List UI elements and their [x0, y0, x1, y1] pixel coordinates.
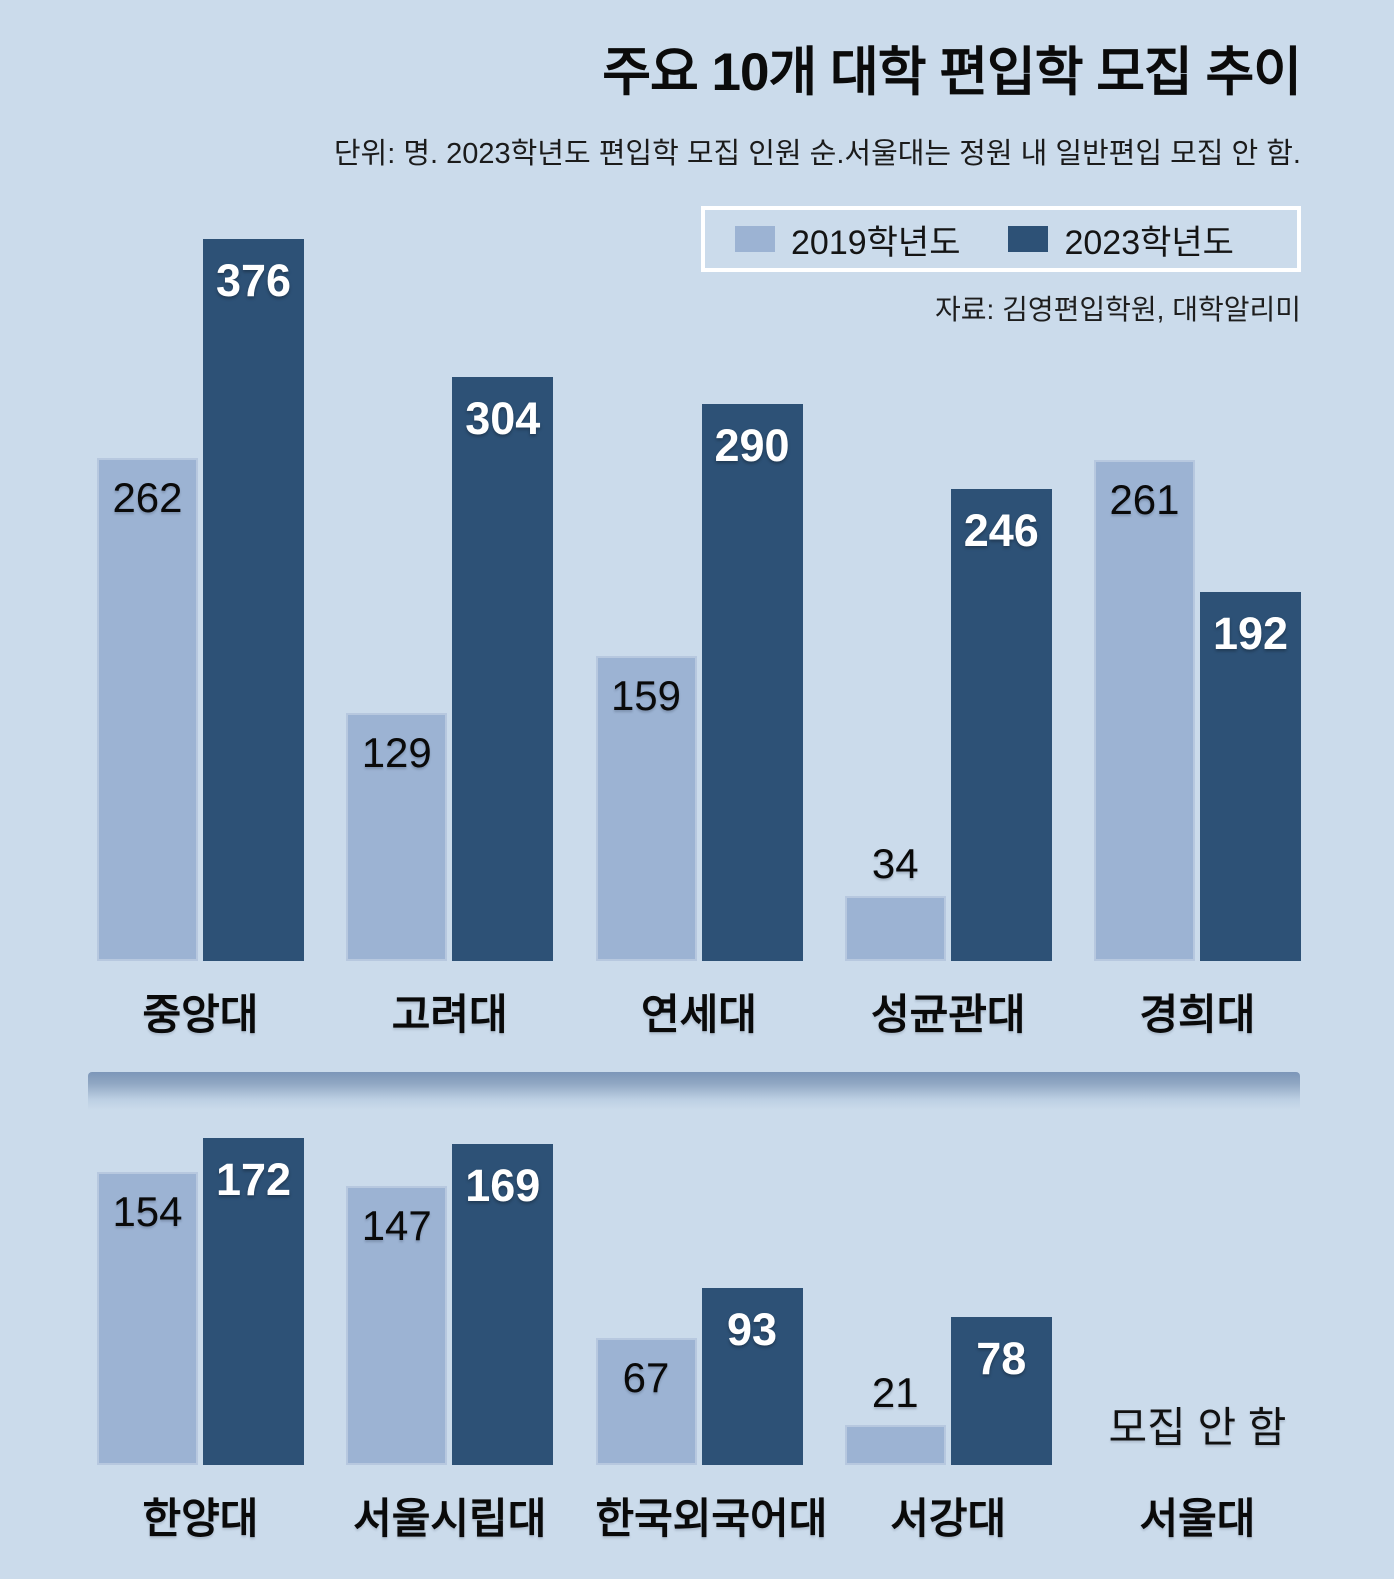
category-label: 고려대 — [391, 991, 508, 1038]
page-title: 주요 10개 대학 편입학 모집 추이 — [602, 43, 1302, 102]
header: 주요 10개 대학 편입학 모집 추이 단위: 명. 2023학년도 편입학 모… — [93, 43, 1302, 172]
bar-group: 262 376 중앙대 — [97, 239, 304, 1042]
category-label: 한양대 — [142, 1495, 259, 1542]
source-credit: 자료: 김영편입학원, 대학알리미 — [935, 294, 1301, 325]
bar-2023: 192 — [1200, 592, 1301, 961]
bar-value-label-2019: 34 — [871, 840, 919, 887]
bar-group: 67 93 한국외국어대 — [595, 1135, 828, 1546]
category-label: 중앙대 — [142, 991, 259, 1038]
bar-value-label-2019: 154 — [112, 1188, 183, 1235]
bar-2023: 93 — [701, 1288, 803, 1465]
legend-swatch-2019 — [735, 226, 775, 252]
bar-pair: 159 290 — [595, 239, 803, 961]
category-label: 서울시립대 — [353, 1495, 547, 1542]
bar-pair: 34 246 — [844, 239, 1052, 961]
bar-pair: 모집 안 함 — [1094, 1135, 1301, 1465]
bar-2019: 129 — [346, 713, 448, 961]
bar-2019: 159 — [595, 656, 697, 961]
bar-group: 154 172 한양대 — [97, 1135, 304, 1546]
bar-2023: 78 — [950, 1317, 1052, 1465]
category-label: 성균관대 — [870, 991, 1026, 1038]
bar-value-label-2019: 159 — [610, 672, 682, 719]
bar-value-label-2019: 261 — [1109, 476, 1180, 523]
bar-value-label-2023: 93 — [726, 1304, 778, 1355]
bar-value-label-2023: 78 — [976, 1333, 1027, 1384]
bar-pair: 154 172 — [97, 1135, 304, 1465]
category-label: 서강대 — [890, 1495, 1007, 1542]
category-label: 경희대 — [1139, 991, 1256, 1038]
bar-value-label-2019: 129 — [361, 729, 432, 776]
chart-subtitle: 단위: 명. 2023학년도 편입학 모집 인원 순.서울대는 정원 내 일반편… — [333, 138, 1301, 171]
bar-value-label-2019: 21 — [871, 1369, 919, 1416]
legend-item-2019: 2019학년도 — [735, 215, 960, 264]
legend-label-2023: 2023학년도 — [1064, 223, 1234, 262]
bar-value-label-2019: 67 — [622, 1354, 670, 1401]
chart-row-top: 262 376 중앙대 129 304 고려대 159 290 연세대 34 246 성균관대 261 1… — [97, 239, 1301, 1042]
bar-2023: 169 — [452, 1144, 554, 1465]
bar-2023: 172 — [203, 1138, 304, 1465]
bar-2023: 376 — [203, 239, 304, 961]
bar-2023: 290 — [701, 404, 803, 961]
bar-value-label-2023: 172 — [215, 1154, 292, 1205]
bar-value-label-2023: 290 — [714, 420, 790, 471]
bar-group: 261 192 경희대 — [1094, 239, 1301, 1042]
bar-value-label-2023: 169 — [465, 1160, 541, 1211]
category-label: 연세대 — [641, 991, 757, 1038]
chart-row-bottom: 154 172 한양대 147 169 서울시립대 67 93 한국외국어대 21 78 서강대 모집 … — [97, 1135, 1301, 1546]
bar-pair: 262 376 — [97, 239, 304, 961]
bar-pair: 129 304 — [346, 239, 554, 961]
no-data-note: 모집 안 함 — [1108, 1404, 1287, 1451]
legend: 2019학년도 2023학년도 — [701, 206, 1301, 272]
bar-2019: 147 — [346, 1186, 448, 1465]
bar-2023: 246 — [950, 489, 1052, 961]
bar-group: 147 169 서울시립대 — [346, 1135, 554, 1546]
bar-pair: 21 78 — [844, 1135, 1052, 1465]
bar-pair: 67 93 — [595, 1135, 803, 1465]
bar-group: 129 304 고려대 — [346, 239, 554, 1042]
bar-value-label-2023: 304 — [465, 393, 541, 444]
bar-2019: 154 — [97, 1172, 198, 1465]
bar-value-label-2023: 246 — [963, 505, 1039, 556]
bar-2019: 67 — [595, 1338, 697, 1465]
bar-value-label-2023: 376 — [215, 255, 292, 306]
bar-group: 159 290 연세대 — [595, 239, 803, 1042]
bar-value-label-2019: 262 — [112, 474, 183, 521]
bar-value-label-2023: 192 — [1212, 608, 1289, 659]
bar-2019: 34 — [844, 840, 946, 961]
bar-group: 34 246 성균관대 — [844, 239, 1052, 1042]
legend-label-2019: 2019학년도 — [791, 223, 961, 262]
bar-2019: 21 — [844, 1369, 946, 1465]
legend-item-2023: 2023학년도 — [1008, 215, 1234, 264]
section-divider — [88, 1072, 1300, 1110]
bar-2019: 261 — [1094, 460, 1195, 961]
legend-swatch-2023 — [1008, 226, 1049, 252]
bar-2019: 262 — [97, 458, 198, 961]
category-label: 서울대 — [1139, 1495, 1256, 1542]
bar-2023: 304 — [452, 377, 554, 961]
bar-pair: 147 169 — [346, 1135, 554, 1465]
bar-value-label-2019: 147 — [361, 1202, 432, 1249]
category-label: 한국외국어대 — [595, 1495, 828, 1542]
bar-group: 21 78 서강대 — [844, 1135, 1052, 1546]
bar-pair: 261 192 — [1094, 239, 1301, 961]
